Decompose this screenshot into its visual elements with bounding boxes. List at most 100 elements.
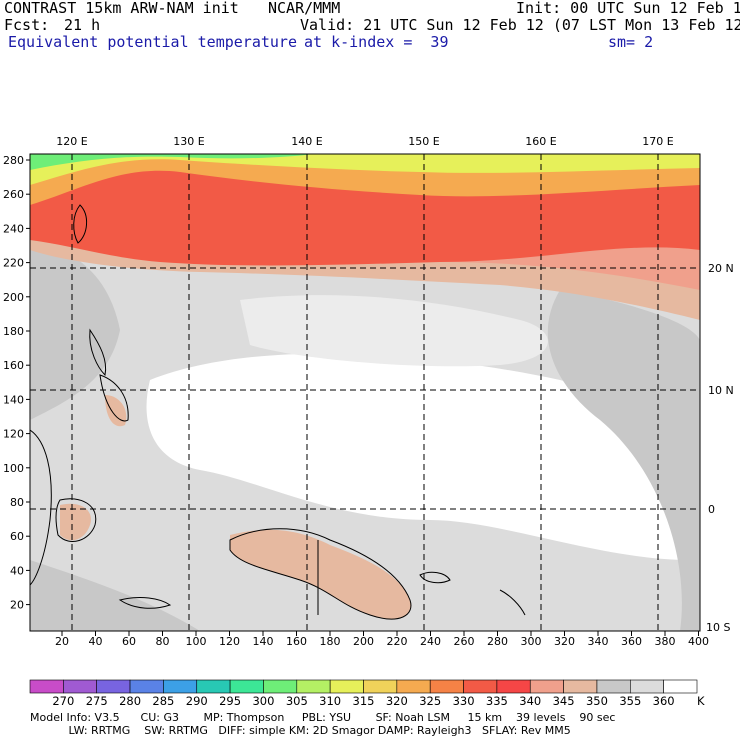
y-tick-label: 260 [3, 188, 24, 201]
colorbar-swatch [229, 679, 264, 694]
smoothing-label: sm= 2 [608, 33, 654, 51]
colorbar-swatch [96, 679, 131, 694]
colorbar-swatch [663, 679, 698, 694]
valid-time: Valid: 21 UTC Sun 12 Feb 12 (07 LST Mon … [300, 16, 740, 34]
init-time: Init: 00 UTC Sun 12 Feb 12 [516, 0, 740, 17]
y-tick-label: 200 [3, 291, 24, 304]
y-tick-label: 120 [3, 428, 24, 441]
colorbar-level-label: 310 [319, 694, 341, 708]
org-label: NCAR/MMM [268, 0, 341, 17]
lon-label: 120 E [56, 135, 87, 148]
colorbar-level-label: 280 [119, 694, 141, 708]
colorbar-swatch [363, 679, 398, 694]
lon-label: 130 E [173, 135, 204, 148]
x-tick-label: 380 [655, 635, 676, 648]
x-tick-label: 80 [156, 635, 170, 648]
lon-label: 140 E [291, 135, 322, 148]
x-tick-label: 140 [253, 635, 274, 648]
colorbar-level-label: 270 [52, 694, 74, 708]
y-tick-label: 80 [10, 496, 24, 509]
lat-label: 20 N [708, 262, 734, 275]
colorbar-level-label: 350 [586, 694, 608, 708]
y-grid-ticks: 280 260 240 220 200 180 160 140 120 100 80 60 40 20 [3, 154, 30, 612]
colorbar-swatch [163, 679, 198, 694]
longitude-labels: 120 E 130 E 140 E 150 E 160 E 170 E [56, 135, 673, 148]
colorbar-level-label: 305 [286, 694, 308, 708]
x-grid-ticks: 20 40 60 80 100 120 140 160 180 200 220 240 260 280 30… [55, 631, 709, 648]
colorbar-level-label: 345 [553, 694, 575, 708]
y-tick-label: 280 [3, 154, 24, 167]
y-tick-label: 220 [3, 257, 24, 270]
colorbar-level-label: 325 [419, 694, 441, 708]
x-tick-label: 300 [521, 635, 542, 648]
lon-label: 160 E [525, 135, 556, 148]
level-label: at k-index = 39 [304, 33, 449, 51]
x-tick-label: 320 [554, 635, 575, 648]
colorbar-swatch [396, 679, 431, 694]
colorbar-swatch [429, 679, 464, 694]
colorbar: 270 275 280 285 290 295 300 305 310 315 320 325 330 3… [29, 679, 698, 708]
forecast-hours: 21 h [64, 16, 101, 34]
colorbar-level-label: 295 [219, 694, 241, 708]
colorbar-swatch [563, 679, 598, 694]
colorbar-swatch [596, 679, 631, 694]
colorbar-swatch [529, 679, 564, 694]
x-tick-label: 400 [688, 635, 709, 648]
colorbar-unit: K [697, 694, 705, 708]
colorbar-swatch [129, 679, 164, 694]
colorbar-swatch [29, 679, 64, 694]
x-tick-label: 200 [353, 635, 374, 648]
x-tick-label: 360 [621, 635, 642, 648]
x-tick-label: 20 [55, 635, 69, 648]
colorbar-level-label: 275 [86, 694, 108, 708]
y-tick-label: 140 [3, 393, 24, 406]
x-tick-label: 260 [454, 635, 475, 648]
x-tick-label: 100 [186, 635, 207, 648]
colorbar-swatch [329, 679, 364, 694]
colorbar-level-label: 335 [486, 694, 508, 708]
lon-label: 170 E [642, 135, 673, 148]
field-shading [30, 154, 700, 631]
y-tick-label: 20 [10, 599, 24, 612]
colorbar-level-label: 340 [519, 694, 541, 708]
x-tick-label: 160 [286, 635, 307, 648]
colorbar-swatch [629, 679, 664, 694]
plot-frame [29, 153, 701, 632]
y-tick-label: 180 [3, 325, 24, 338]
y-tick-label: 60 [10, 530, 24, 543]
colorbar-level-label: 300 [252, 694, 274, 708]
forecast-label: Fcst: [4, 16, 50, 34]
y-tick-label: 40 [10, 564, 24, 577]
x-tick-label: 120 [219, 635, 240, 648]
colorbar-level-label: 290 [186, 694, 208, 708]
lat-lon-grid [30, 154, 700, 631]
title-left: CONTRAST 15km ARW-NAM init [4, 0, 239, 17]
x-tick-label: 340 [588, 635, 609, 648]
y-tick-label: 160 [3, 359, 24, 372]
x-tick-label: 220 [387, 635, 408, 648]
y-tick-label: 100 [3, 462, 24, 475]
x-tick-label: 40 [89, 635, 103, 648]
colorbar-swatch [496, 679, 531, 694]
colorbar-level-label: 330 [453, 694, 475, 708]
colorbar-swatch [263, 679, 298, 694]
colorbar-level-label: 320 [386, 694, 408, 708]
colorbar-level-label: 360 [653, 694, 675, 708]
model-info-line2: LW: RRTMG SW: RRTMG DIFF: simple KM: 2D … [30, 724, 571, 737]
colorbar-swatch [63, 679, 97, 694]
latitude-labels: 20 N 10 N 0 10 S [706, 262, 734, 634]
colorbar-level-label: 355 [619, 694, 641, 708]
model-info-line1: Model Info: V3.5 CU: G3 MP: Thompson PBL… [30, 711, 616, 724]
lat-label: 10 S [706, 621, 730, 634]
colorbar-swatch [296, 679, 331, 694]
x-tick-label: 240 [420, 635, 441, 648]
lon-label: 150 E [408, 135, 439, 148]
x-tick-label: 60 [122, 635, 136, 648]
colorbar-level-label: 285 [152, 694, 174, 708]
x-tick-label: 280 [487, 635, 508, 648]
lat-label: 0 [708, 503, 715, 516]
colorbar-swatch [463, 679, 498, 694]
colorbar-level-label: 315 [353, 694, 375, 708]
y-tick-label: 240 [3, 222, 24, 235]
